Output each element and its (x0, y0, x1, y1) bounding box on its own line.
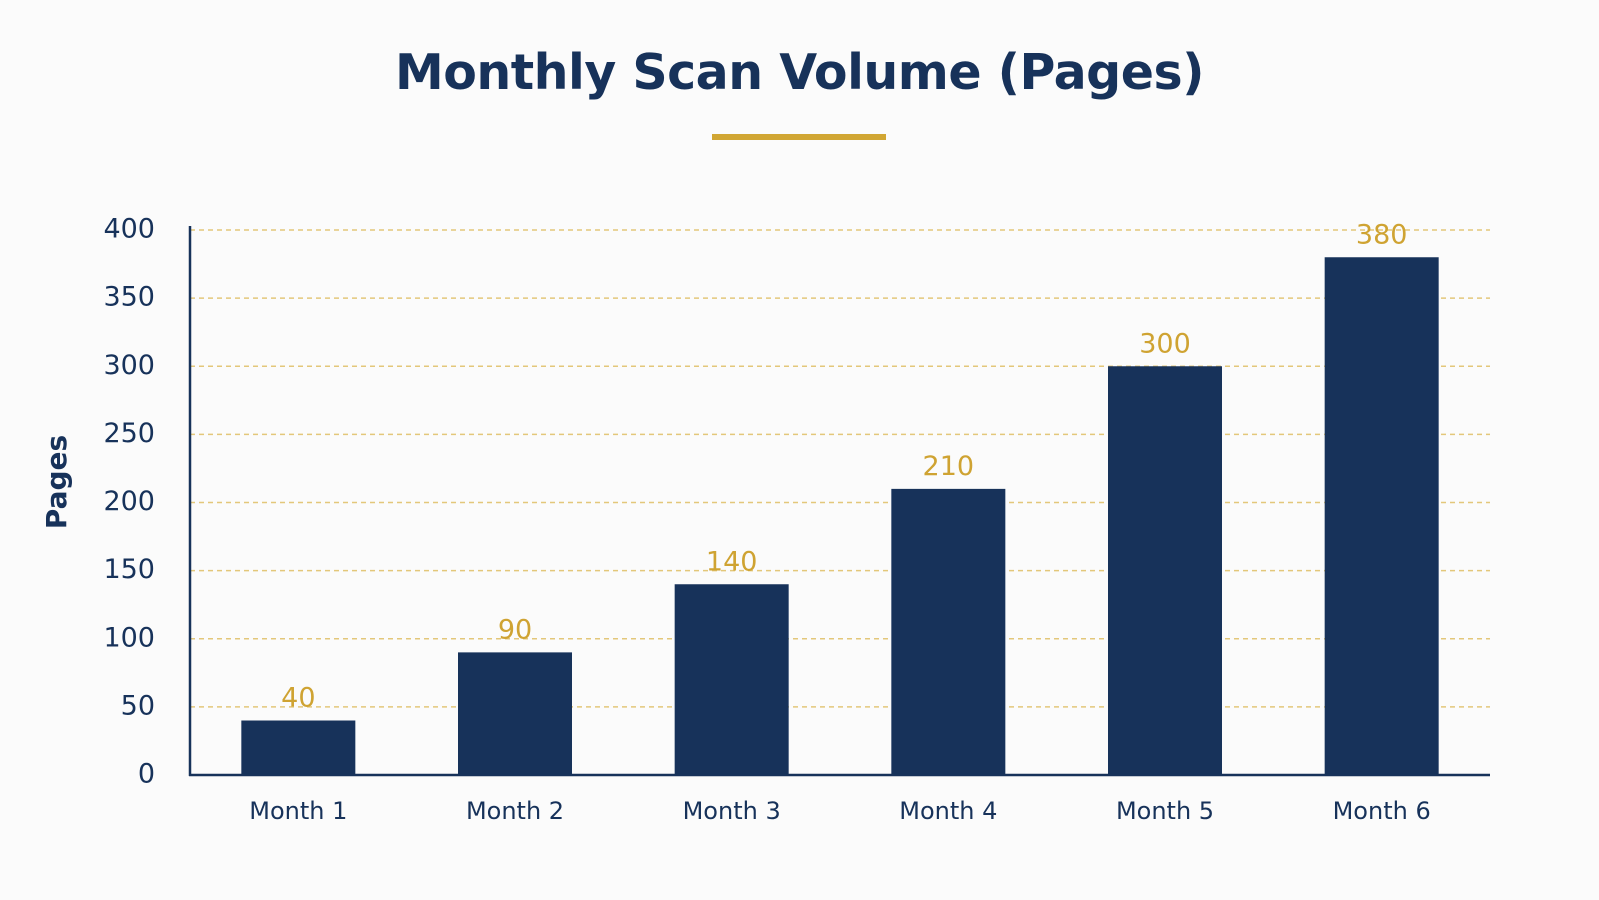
y-tick-label: 150 (103, 554, 155, 585)
x-tick-label: Month 5 (1116, 797, 1214, 825)
data-label: 40 (281, 683, 315, 714)
data-label: 90 (498, 614, 532, 645)
title-underline (712, 134, 886, 140)
data-label: 300 (1139, 328, 1191, 359)
x-tick-label: Month 1 (249, 797, 347, 825)
data-label: 140 (706, 546, 758, 577)
x-tick-label: Month 4 (899, 797, 997, 825)
grid-lines (190, 229, 1490, 708)
bar (1324, 257, 1439, 775)
x-tick-label: Month 3 (683, 797, 781, 825)
bar (241, 720, 356, 775)
x-tick-labels: Month 1 Month 2 Month 3 Month 4 Month 5 Month… (249, 797, 1430, 825)
data-label: 210 (923, 451, 975, 482)
y-tick-label: 50 (121, 690, 155, 721)
bars (241, 257, 1439, 775)
x-tick-label: Month 6 (1333, 797, 1431, 825)
data-label: 380 (1356, 219, 1408, 250)
y-tick-label: 100 (103, 622, 155, 653)
y-tick-label: 250 (103, 418, 155, 449)
y-tick-label: 0 (138, 759, 155, 790)
bar (1108, 366, 1222, 775)
bar (891, 488, 1006, 775)
bar (458, 652, 572, 775)
y-tick-label: 300 (103, 350, 155, 381)
y-axis-label: Pages (40, 435, 73, 529)
x-tick-label: Month 2 (466, 797, 564, 825)
bar (674, 584, 789, 775)
y-tick-label: 400 (103, 214, 155, 245)
axes (188, 226, 1490, 777)
data-labels: 40 90 140 210 300 380 (281, 219, 1407, 713)
y-tick-label: 200 (103, 486, 155, 517)
y-tick-label: 350 (103, 282, 155, 313)
y-tick-labels: 0 50 100 150 200 250 300 350 400 (103, 214, 155, 790)
chart-title: Monthly Scan Volume (Pages) (394, 44, 1205, 101)
